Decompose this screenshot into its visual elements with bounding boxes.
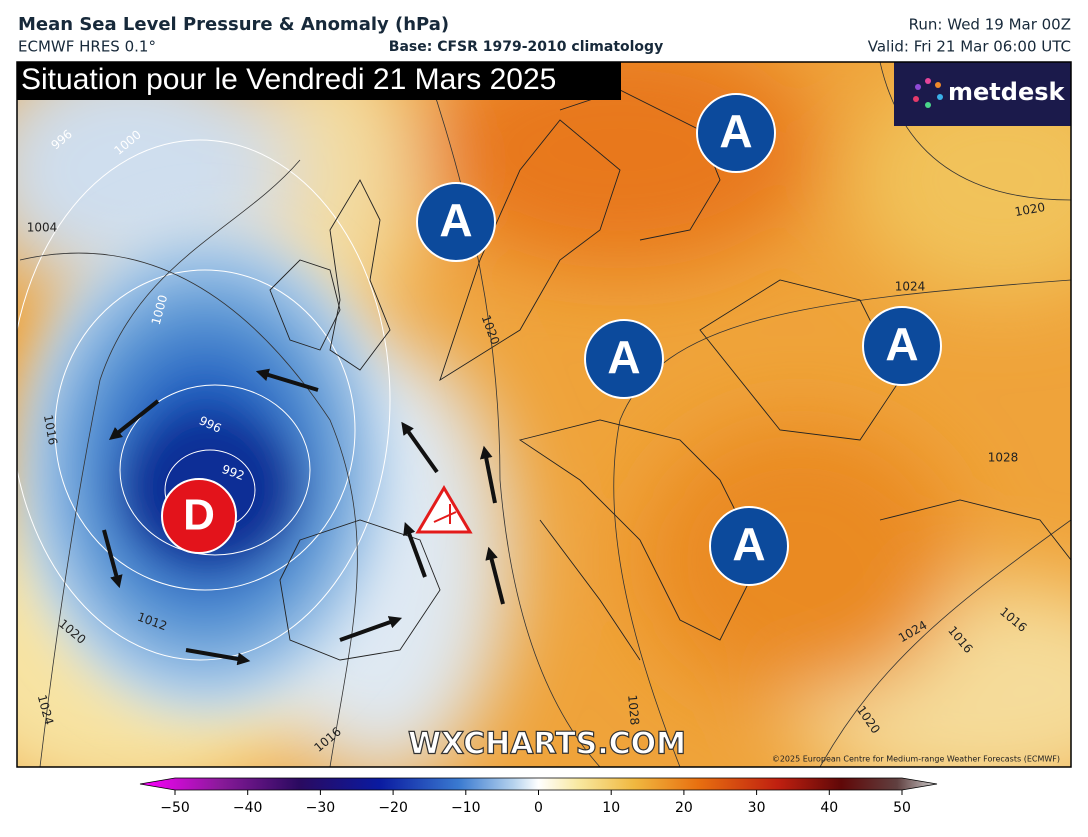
colorbar-tick-label: −40 [233,800,263,816]
colorbar-tick-label: 20 [675,800,693,816]
high-label: A [719,105,752,157]
high-label: A [439,194,472,246]
banner: Situation pour le Vendredi 21 Mars 2025 [21,63,556,96]
low-label: D [183,491,215,540]
colorbar-tick-label: −10 [451,800,481,816]
isobar-label: 1016 [41,414,60,447]
high-marker [696,93,776,173]
isobar-label: 1028 [625,694,642,726]
colorbar-tick-label: −50 [160,800,190,816]
colorbar-tick-label: 30 [748,800,766,816]
high-label: A [732,518,765,570]
base: Base: CFSR 1979-2010 climatology [389,39,663,55]
colorbar-tick-label: 0 [534,800,543,816]
colorbar-tick-label: −20 [378,800,408,816]
high-marker [862,306,942,386]
isobar-label: 1028 [988,451,1019,465]
run: Run: Wed 19 Mar 00Z [909,16,1071,34]
colorbar-tick-label: 40 [820,800,838,816]
high-marker [584,319,664,399]
watermark: WXCHARTS.COM [408,727,686,762]
wind-arrows [102,368,505,666]
colorbar-tick-label: 50 [893,800,911,816]
valid: Valid: Fri 21 Mar 06:00 UTC [868,38,1071,56]
colorbar: −50 −40 −30 −20 −10 0 10 20 30 40 50 [139,777,938,816]
colorbar-tick-label: −30 [306,800,336,816]
high-label: A [607,331,640,383]
copyright: ©2025 European Centre for Medium-range W… [772,755,1060,764]
high-marker [416,182,496,262]
title: Mean Sea Level Pressure & Anomaly (hPa) [18,14,449,35]
map: Situation pour le Vendredi 21 Mars 2025 … [17,62,1071,767]
warning-icon [415,485,473,534]
colorbar-tick-label: 10 [602,800,620,816]
high-label: A [885,318,918,370]
high-marker [709,506,789,586]
isobar-label: 1024 [895,280,926,294]
isobar-label: 1020 [1014,200,1047,219]
low-marker [161,478,237,554]
isobar-label: 1004 [27,221,58,235]
model: ECMWF HRES 0.1° [18,38,156,56]
logo: metdesk [948,78,1066,106]
